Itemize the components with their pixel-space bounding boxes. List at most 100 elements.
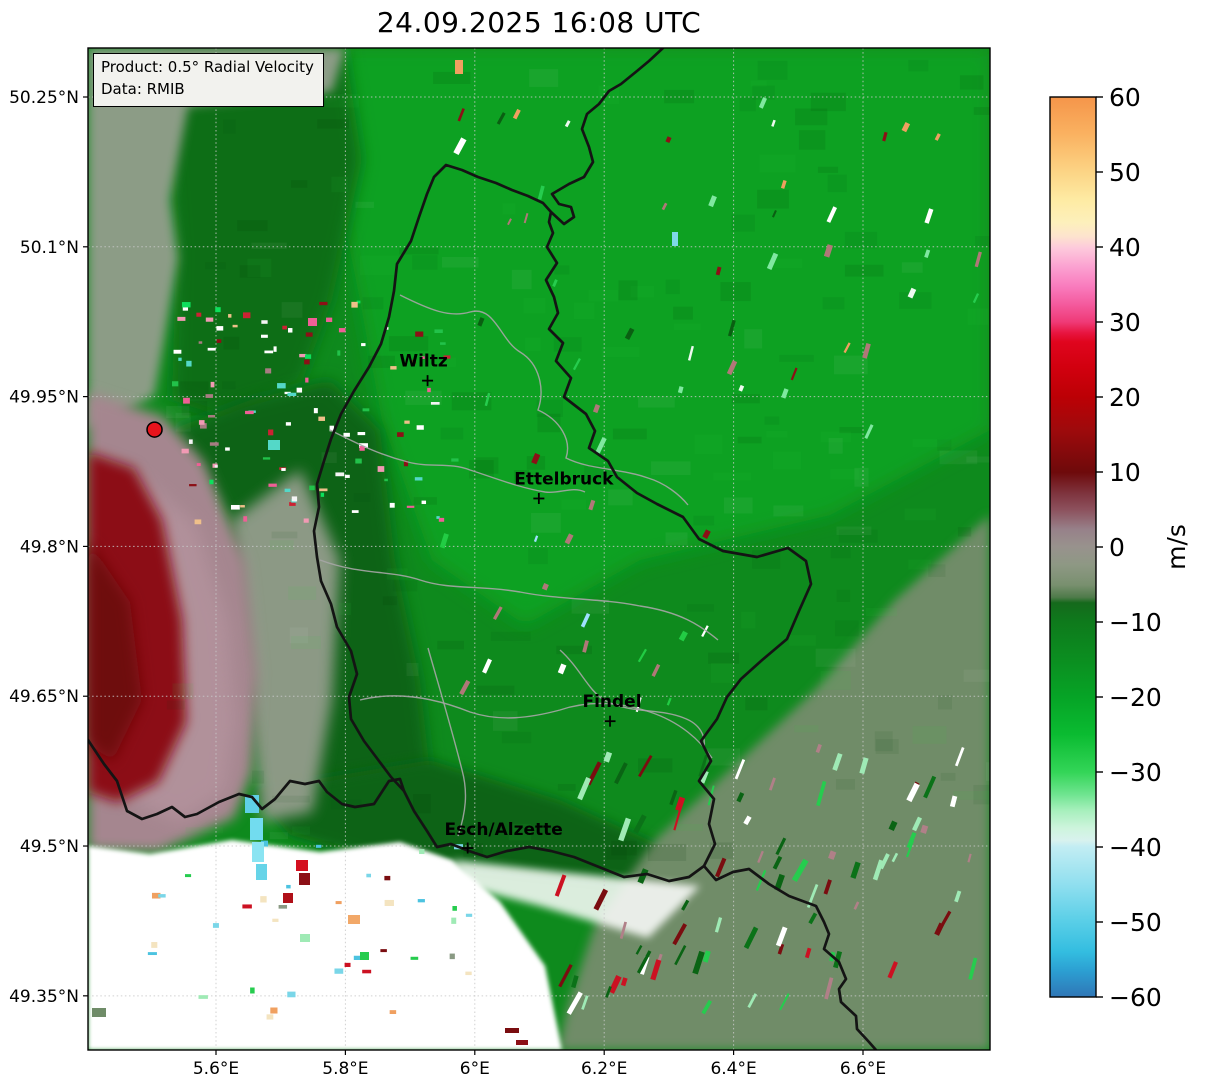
echo-speckle bbox=[459, 679, 471, 696]
echo-speckle bbox=[434, 329, 443, 333]
echo-speckle bbox=[273, 346, 277, 352]
echo-speckle bbox=[771, 119, 776, 127]
echo-speckle bbox=[901, 122, 911, 133]
echo-feature bbox=[505, 1028, 519, 1033]
texture-block bbox=[651, 461, 691, 476]
echo-speckle bbox=[554, 874, 567, 897]
texture-block bbox=[966, 456, 990, 463]
echo-speckle bbox=[351, 301, 358, 308]
echo-speckle bbox=[850, 861, 861, 879]
texture-block bbox=[757, 189, 789, 209]
echo-speckle bbox=[451, 917, 457, 924]
texture-block bbox=[386, 568, 408, 580]
echo-speckle bbox=[779, 993, 790, 1011]
echo-speckle bbox=[512, 108, 521, 120]
texture-block bbox=[720, 282, 751, 302]
echo-speckle bbox=[774, 873, 785, 892]
echo-speckle bbox=[403, 460, 409, 467]
echo-speckle bbox=[261, 320, 268, 324]
echo-speckle bbox=[453, 137, 467, 156]
echo-speckle bbox=[184, 874, 192, 878]
echo-speckle bbox=[465, 913, 473, 917]
echo-speckle bbox=[303, 518, 309, 523]
echo-speckle bbox=[194, 519, 202, 525]
texture-block bbox=[368, 355, 395, 368]
texture-block bbox=[967, 308, 989, 325]
echo-speckle bbox=[743, 926, 759, 950]
echo-speckle bbox=[967, 853, 972, 863]
echo-speckle bbox=[287, 392, 297, 397]
echo-speckle bbox=[287, 991, 296, 998]
echo-speckle bbox=[853, 901, 860, 910]
echo-speckle bbox=[592, 404, 601, 414]
echo-speckle bbox=[701, 625, 709, 638]
echo-speckle bbox=[775, 926, 788, 947]
texture-block bbox=[185, 827, 224, 834]
y-tick-label: 49.35°N bbox=[9, 987, 79, 1007]
texture-block bbox=[774, 258, 803, 268]
texture-block bbox=[940, 772, 956, 781]
texture-block bbox=[523, 297, 546, 314]
echo-speckle bbox=[665, 136, 672, 144]
x-tick-label: 5.8°E bbox=[322, 1059, 368, 1079]
echo-speckle bbox=[384, 899, 394, 906]
echo-speckle bbox=[380, 949, 387, 953]
echo-speckle bbox=[772, 855, 783, 870]
echo-speckle bbox=[216, 339, 222, 343]
texture-block bbox=[271, 531, 298, 539]
texture-block bbox=[731, 394, 760, 404]
texture-block bbox=[739, 96, 756, 112]
echo-speckle bbox=[281, 468, 286, 471]
texture-block bbox=[953, 791, 990, 800]
echo-speckle bbox=[780, 179, 787, 189]
canton-borders bbox=[319, 294, 719, 837]
city-label: Findel bbox=[582, 692, 641, 712]
texture-block bbox=[441, 256, 479, 268]
texture-block bbox=[694, 434, 723, 454]
texture-block bbox=[573, 302, 595, 320]
echo-speckle bbox=[681, 899, 690, 911]
echo-speckle bbox=[637, 868, 649, 884]
echo-speckle bbox=[702, 529, 711, 540]
echo-speckle bbox=[264, 350, 274, 354]
texture-block bbox=[508, 823, 532, 841]
echo-speckle bbox=[412, 359, 416, 364]
texture-block bbox=[382, 596, 398, 606]
echo-speckle bbox=[523, 212, 529, 224]
echo-speckle bbox=[687, 345, 694, 361]
echo-speckle bbox=[650, 959, 662, 981]
region-dark-green-nw bbox=[160, 48, 362, 420]
echo-speckle bbox=[439, 533, 449, 549]
region-gray-strip-west bbox=[88, 48, 345, 430]
echo-speckle bbox=[242, 904, 252, 909]
texture-block bbox=[630, 286, 655, 298]
echo-speckle bbox=[171, 381, 179, 387]
texture-block bbox=[713, 472, 752, 481]
texture-block bbox=[710, 842, 734, 859]
texture-block bbox=[834, 620, 859, 637]
echo-speckle bbox=[265, 368, 272, 374]
echo-speckle bbox=[738, 384, 745, 392]
echo-speckle bbox=[209, 479, 214, 485]
echo-speckle bbox=[888, 820, 898, 832]
texture-block bbox=[525, 337, 541, 351]
echo-speckle bbox=[912, 816, 923, 832]
texture-block bbox=[908, 59, 929, 72]
texture-block bbox=[899, 292, 932, 309]
echo-speckle bbox=[806, 883, 819, 909]
echo-speckle bbox=[357, 432, 366, 436]
echo-feature bbox=[92, 1008, 106, 1017]
echo-speckle bbox=[701, 999, 713, 1015]
canton-border-line bbox=[427, 647, 467, 837]
texture-block bbox=[440, 427, 464, 440]
echo-speckle bbox=[232, 324, 238, 328]
echo-speckle bbox=[210, 381, 215, 388]
texture-block bbox=[723, 497, 753, 514]
colorbar-tick-label: −20 bbox=[1109, 683, 1162, 712]
echo-speckle bbox=[588, 499, 596, 511]
echo-speckle bbox=[320, 492, 325, 497]
echo-speckle bbox=[736, 792, 745, 803]
echo-speckle bbox=[216, 326, 224, 331]
echo-speckle bbox=[672, 923, 687, 946]
echo-speckle bbox=[359, 446, 365, 451]
